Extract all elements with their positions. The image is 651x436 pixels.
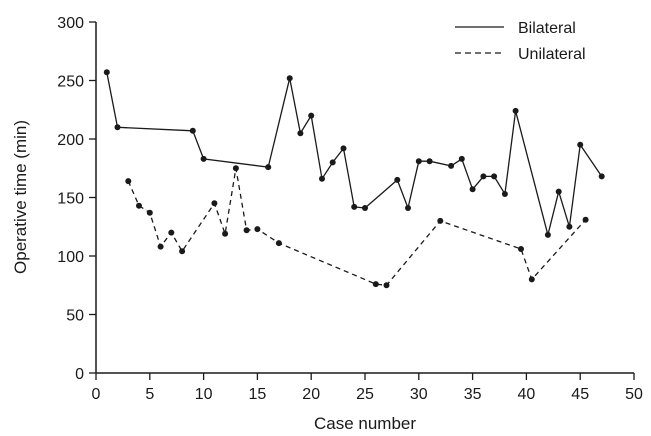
legend-label-unilateral: Unilateral [518,46,586,63]
data-point-bilateral [480,173,486,179]
data-point-bilateral [341,145,347,151]
data-point-bilateral [351,204,357,210]
x-tick-label: 5 [145,386,154,403]
y-tick-label: 50 [66,308,84,325]
data-point-bilateral [545,232,551,238]
data-point-bilateral [319,176,325,182]
x-tick-label: 50 [625,386,643,403]
data-point-bilateral [297,130,303,136]
data-point-unilateral [211,200,217,206]
data-point-bilateral [556,189,562,195]
data-point-unilateral [529,276,535,282]
legend: Bilateral Unilateral [455,20,586,63]
data-point-unilateral [437,218,443,224]
x-tick-label: 10 [195,386,213,403]
series-line-bilateral [107,72,602,235]
data-point-bilateral [330,159,336,165]
data-point-unilateral [254,226,260,232]
data-point-bilateral [308,113,314,119]
plot-area [96,22,634,373]
data-point-bilateral [566,224,572,230]
x-tick-label: 45 [571,386,589,403]
x-axis-ticks: 0 5 10 15 20 25 30 35 40 45 50 [92,373,643,403]
data-point-bilateral [104,69,110,75]
series-line-unilateral [128,168,585,285]
data-point-unilateral [158,244,164,250]
data-point-unilateral [373,281,379,287]
data-point-bilateral [287,75,293,81]
x-tick-label: 15 [249,386,267,403]
data-point-bilateral [599,173,605,179]
y-tick-label: 250 [57,74,84,91]
data-point-bilateral [394,177,400,183]
data-point-bilateral [513,108,519,114]
x-axis-label: Case number [314,414,416,433]
data-point-bilateral [502,191,508,197]
x-tick-label: 20 [302,386,320,403]
x-tick-label: 35 [464,386,482,403]
data-point-unilateral [518,246,524,252]
y-tick-label: 150 [57,191,84,208]
data-point-bilateral [416,158,422,164]
data-point-bilateral [470,186,476,192]
x-tick-label: 25 [356,386,374,403]
legend-label-bilateral: Bilateral [518,20,576,37]
y-tick-label: 300 [57,15,84,32]
data-point-unilateral [179,248,185,254]
data-point-bilateral [201,156,207,162]
y-axis-ticks: 0 50 100 150 200 250 300 [57,15,96,383]
data-point-unilateral [276,240,282,246]
data-point-unilateral [583,217,589,223]
data-point-bilateral [427,158,433,164]
data-point-bilateral [405,205,411,211]
x-tick-label: 30 [410,386,428,403]
data-point-unilateral [168,230,174,236]
data-point-unilateral [233,165,239,171]
y-tick-label: 0 [75,366,84,383]
data-point-bilateral [491,173,497,179]
data-point-bilateral [362,205,368,211]
y-axis-label: Operative time (min) [11,120,30,274]
x-tick-label: 40 [518,386,536,403]
data-point-unilateral [125,178,131,184]
x-tick-label: 0 [92,386,101,403]
data-point-unilateral [147,210,153,216]
data-point-unilateral [222,231,228,237]
series-layer [104,69,605,288]
data-point-bilateral [448,163,454,169]
y-tick-label: 100 [57,249,84,266]
data-point-unilateral [136,203,142,209]
data-point-unilateral [384,282,390,288]
data-point-bilateral [190,128,196,134]
data-point-bilateral [459,156,465,162]
data-point-bilateral [577,142,583,148]
data-point-bilateral [115,124,121,130]
data-point-unilateral [244,227,250,233]
data-point-bilateral [265,164,271,170]
y-tick-label: 200 [57,132,84,149]
